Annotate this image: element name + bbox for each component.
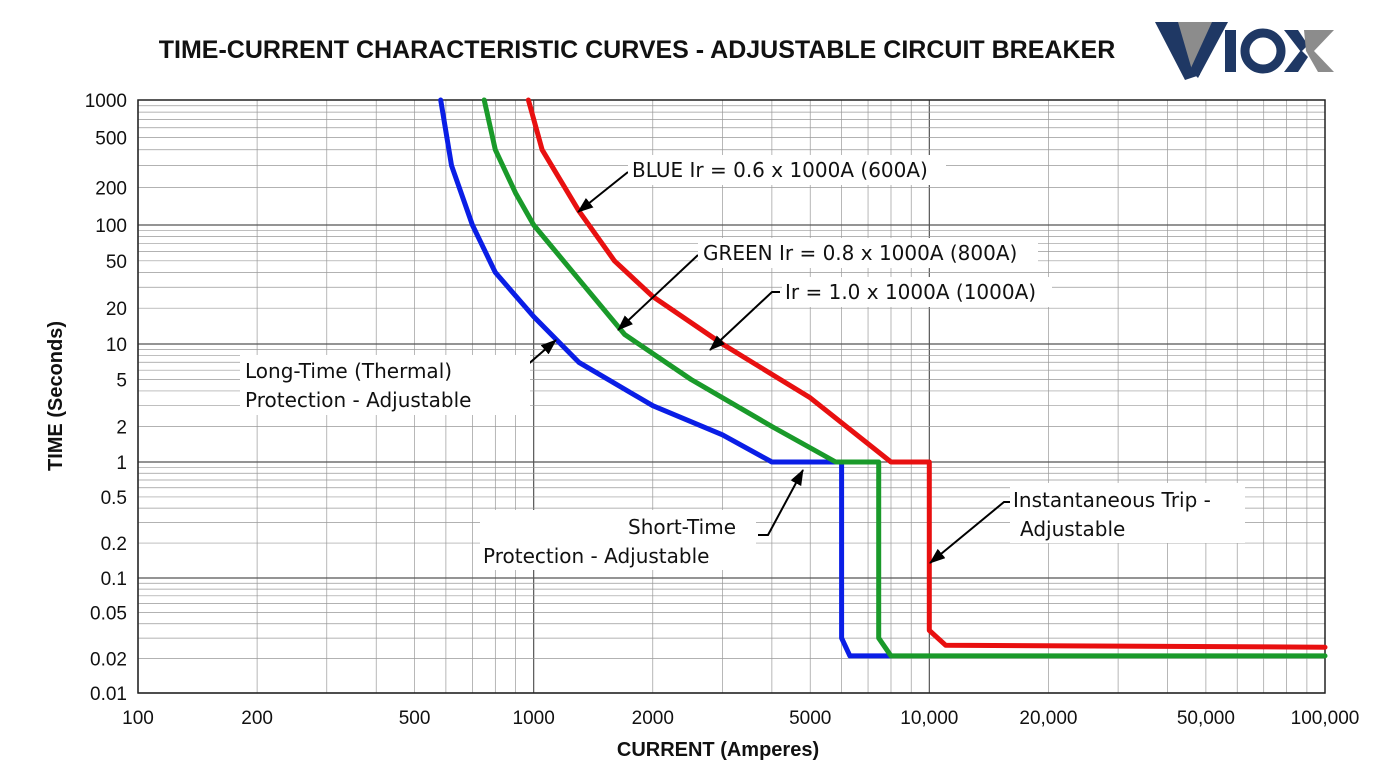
annotation-instantaneous-2: Adjustable bbox=[1020, 517, 1125, 541]
annotation-green: GREEN Ir = 0.8 x 1000A (800A) bbox=[703, 241, 1017, 265]
x-tick-labels: 100 200 500 1000 2000 5000 10,000 20,000 50,000 1… bbox=[122, 708, 1359, 729]
y-tick-label: 0.05 bbox=[90, 604, 127, 625]
annotation-instantaneous-1: Instantaneous Trip - bbox=[1013, 488, 1211, 512]
chart-title: TIME-CURRENT CHARACTERISTIC CURVES - ADJ… bbox=[159, 36, 1116, 64]
short-time-arrow bbox=[758, 469, 804, 536]
y-tick-label: 2 bbox=[116, 417, 127, 438]
y-tick-label: 0.1 bbox=[101, 569, 127, 590]
red-arrow bbox=[709, 291, 780, 351]
x-tick-label: 5000 bbox=[789, 708, 831, 729]
annotation-short-time-1: Short-Time bbox=[628, 515, 736, 539]
plot-frame bbox=[137, 99, 1326, 694]
x-tick-label: 1000 bbox=[513, 708, 555, 729]
y-tick-labels: 1000 500 200 100 50 20 10 5 2 1 0.5 0.2 0.1 0.05 0.02 0… bbox=[85, 91, 127, 705]
blue-arrow bbox=[577, 171, 629, 213]
y-axis-label: TIME (Seconds) bbox=[45, 321, 67, 471]
curves bbox=[438, 97, 1328, 659]
y-tick-label: 1 bbox=[116, 453, 127, 474]
y-tick-label: 500 bbox=[95, 129, 127, 150]
y-tick-label: 0.01 bbox=[90, 684, 127, 705]
green-arrow bbox=[617, 254, 699, 331]
x-tick-label: 50,000 bbox=[1177, 708, 1235, 729]
annotation-short-time-2: Protection - Adjustable bbox=[483, 544, 709, 568]
x-tick-label: 200 bbox=[241, 708, 273, 729]
y-tick-label: 1000 bbox=[85, 91, 127, 112]
y-tick-label: 20 bbox=[106, 299, 127, 320]
instantaneous-arrow bbox=[929, 501, 1010, 564]
y-tick-label: 50 bbox=[106, 252, 127, 273]
x-tick-label: 2000 bbox=[632, 708, 674, 729]
annotation-long-time-2: Protection - Adjustable bbox=[245, 388, 471, 412]
red-curve bbox=[525, 97, 1328, 650]
x-tick-label: 100 bbox=[122, 708, 154, 729]
x-axis-label: CURRENT (Amperes) bbox=[617, 739, 819, 761]
y-tick-label: 0.02 bbox=[90, 649, 127, 670]
y-tick-label: 0.2 bbox=[101, 534, 127, 555]
annotation-blue: BLUE Ir = 0.6 x 1000A (600A) bbox=[632, 158, 928, 182]
y-tick-label: 10 bbox=[106, 335, 127, 356]
x-tick-label: 100,000 bbox=[1291, 708, 1360, 729]
x-tick-label: 500 bbox=[399, 708, 431, 729]
y-tick-label: 0.5 bbox=[101, 488, 127, 509]
y-tick-label: 100 bbox=[95, 216, 127, 237]
x-tick-label: 10,000 bbox=[900, 708, 958, 729]
y-tick-label: 200 bbox=[95, 178, 127, 199]
green-curve bbox=[481, 97, 1328, 659]
annotation-long-time-1: Long-Time (Thermal) bbox=[245, 359, 452, 383]
annotation-red: Ir = 1.0 x 1000A (1000A) bbox=[785, 280, 1036, 304]
annotation-labels: BLUE Ir = 0.6 x 1000A (600A) GREEN Ir = … bbox=[240, 155, 1245, 570]
x-tick-label: 20,000 bbox=[1019, 708, 1077, 729]
viox-logo bbox=[1155, 22, 1334, 80]
blue-curve bbox=[438, 97, 894, 659]
y-tick-label: 5 bbox=[116, 371, 127, 392]
